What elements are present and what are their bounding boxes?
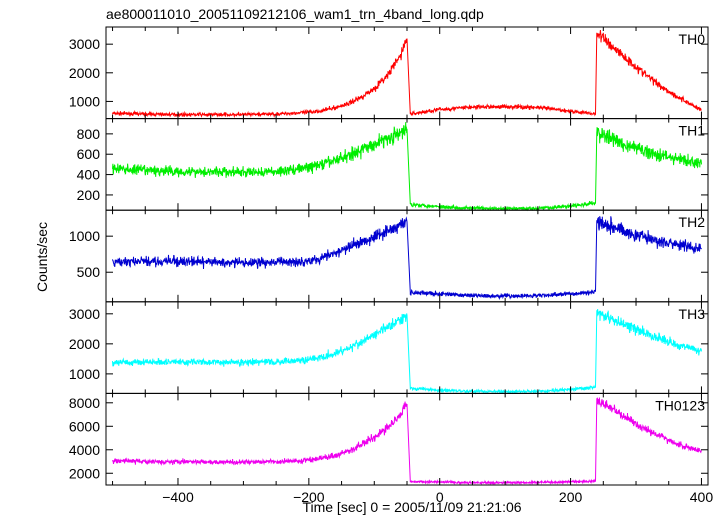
y-tick-label: 600 [77,146,101,162]
x-axis-title: Time [sec] 0 = 2005/11/09 21:21:06 [302,499,521,515]
y-tick-label: 3000 [69,306,100,322]
panel-label: TH0 [679,31,706,47]
y-tick-label: 2000 [69,336,100,352]
panel-label: TH1 [679,123,706,139]
series-line-th0123 [112,397,702,486]
panel-th0: 1000 2000 3000 TH0 [69,26,709,120]
panel-th2: 500 1000 TH2 [69,209,709,303]
x-tick-label: 200 [559,489,583,505]
x-tick-label: −200 [293,489,325,505]
panel-th1: 200 400 600 800 TH1 [77,118,709,212]
panel-label: TH3 [679,306,706,322]
y-tick-label: 6000 [69,418,100,434]
y-tick-label: 2000 [69,465,100,481]
x-tick-label: −400 [162,489,194,505]
series-line-th1 [112,122,702,212]
y-tick-label: 400 [77,167,101,183]
y-axis-title: Counts/sec [34,222,50,292]
y-tick-label: 2000 [69,65,100,81]
y-tick-label: 800 [77,126,101,142]
x-tick-label: 400 [690,489,714,505]
series-line-th0 [112,30,702,119]
x-tick-label: 0 [436,489,444,505]
y-tick-label: 4000 [69,442,100,458]
y-tick-label: 200 [77,187,101,203]
y-tick-label: 1000 [69,366,100,382]
series-line-th3 [112,309,702,396]
y-tick-label: 500 [77,264,101,280]
panel-th0123: 2000 4000 6000 8000 TH0123 [69,392,709,486]
panel-label: TH0123 [655,397,705,413]
y-tick-label: 1000 [69,228,100,244]
panel-label: TH2 [679,214,706,230]
series-line-th2 [112,216,702,301]
y-tick-label: 1000 [69,93,100,109]
chart-title: ae800011010_20051109212106_wam1_trn_4ban… [106,6,484,22]
panel-th3: 1000 2000 3000 TH3 [69,301,709,396]
y-tick-label: 3000 [69,36,100,52]
y-tick-label: 8000 [69,395,100,411]
